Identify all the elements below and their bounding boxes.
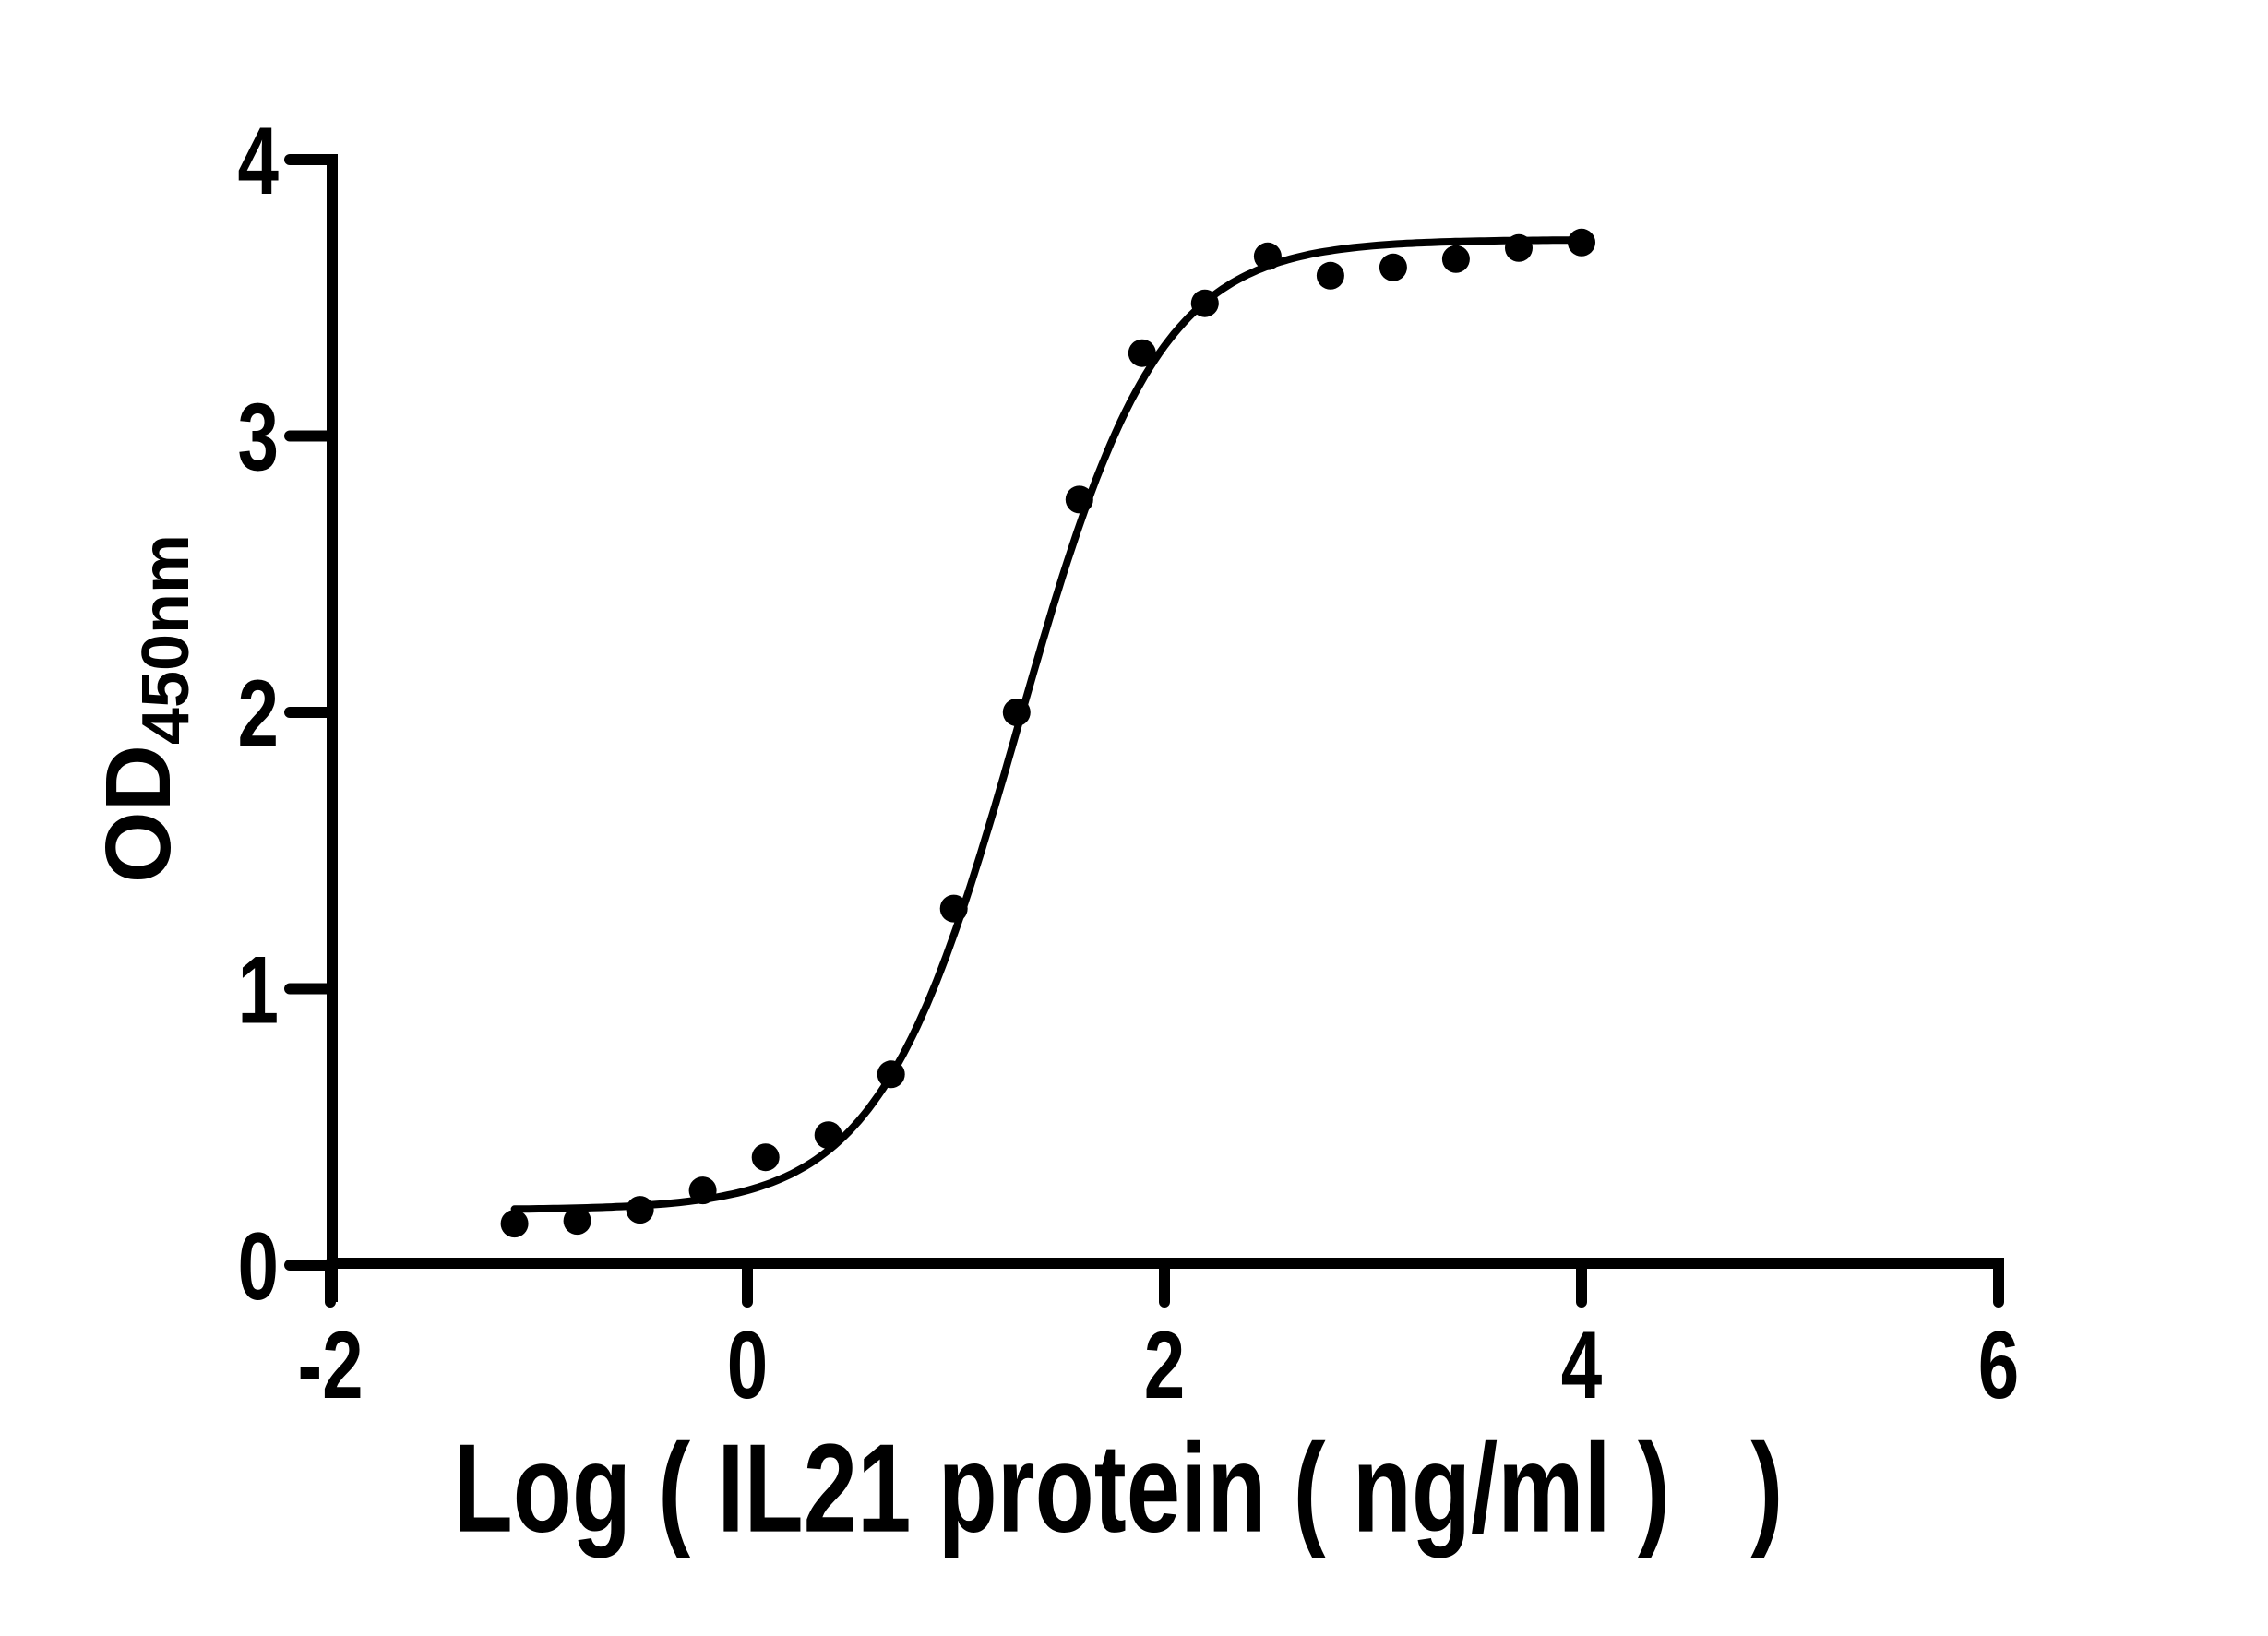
y-axis-title-main: OD bbox=[86, 745, 190, 884]
x-tick-label: -2 bbox=[297, 1311, 363, 1419]
y-tick-label: 4 bbox=[238, 107, 280, 215]
x-tick-label: 0 bbox=[727, 1311, 768, 1419]
data-point bbox=[563, 1207, 591, 1236]
x-tick-label: 2 bbox=[1144, 1311, 1185, 1419]
x-axis-title: Log ( IL21 protein ( ng/ml ) ) bbox=[453, 1418, 1784, 1559]
y-tick-label: 3 bbox=[238, 383, 279, 491]
data-point bbox=[1065, 485, 1093, 514]
data-point bbox=[877, 1060, 905, 1089]
data-point bbox=[1316, 261, 1344, 290]
x-tick-label: 4 bbox=[1561, 1311, 1603, 1419]
data-point bbox=[1128, 339, 1156, 367]
data-point bbox=[751, 1143, 780, 1172]
y-tick-label: 0 bbox=[238, 1212, 279, 1320]
data-point bbox=[1441, 245, 1470, 273]
y-tick-label: 1 bbox=[238, 936, 279, 1044]
data-point bbox=[814, 1121, 842, 1150]
y-tick-label: 2 bbox=[238, 660, 279, 768]
y-axis-title-subscript: 450nm bbox=[129, 533, 203, 746]
data-point bbox=[500, 1210, 529, 1238]
data-point bbox=[1002, 699, 1031, 726]
data-point bbox=[1505, 233, 1533, 262]
data-point bbox=[1379, 253, 1407, 281]
x-tick-label: 6 bbox=[1978, 1311, 2019, 1419]
y-axis-title: OD 450nm bbox=[69, 386, 208, 1032]
data-point bbox=[626, 1196, 654, 1224]
data-point bbox=[1253, 242, 1282, 270]
data-point bbox=[939, 894, 968, 923]
fit-curve bbox=[510, 236, 1585, 1213]
data-point bbox=[688, 1176, 717, 1205]
data-point bbox=[1190, 289, 1219, 317]
data-point bbox=[1568, 228, 1595, 257]
